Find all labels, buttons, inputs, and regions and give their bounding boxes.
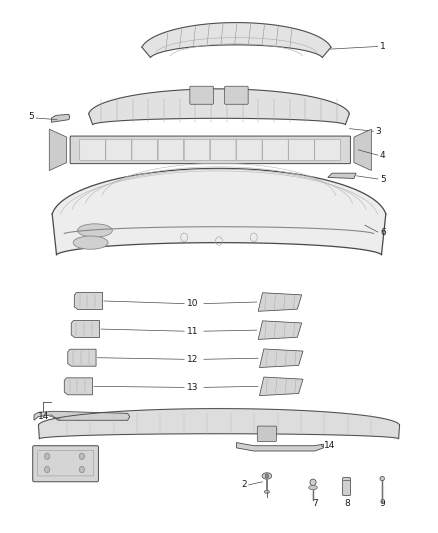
Ellipse shape — [73, 236, 108, 249]
FancyBboxPatch shape — [257, 426, 276, 441]
Text: 11: 11 — [187, 327, 199, 336]
Text: 7: 7 — [312, 499, 318, 508]
FancyBboxPatch shape — [190, 86, 213, 104]
Text: 5: 5 — [380, 174, 386, 183]
Ellipse shape — [262, 473, 272, 479]
Polygon shape — [68, 349, 96, 366]
FancyBboxPatch shape — [132, 139, 158, 160]
Polygon shape — [39, 409, 399, 439]
Polygon shape — [142, 22, 331, 58]
Text: 14: 14 — [323, 441, 335, 450]
FancyBboxPatch shape — [289, 139, 314, 160]
Ellipse shape — [78, 224, 113, 237]
Polygon shape — [34, 411, 130, 420]
FancyBboxPatch shape — [80, 139, 106, 160]
Polygon shape — [51, 114, 70, 122]
Circle shape — [45, 453, 49, 459]
Polygon shape — [64, 378, 92, 395]
Text: 1: 1 — [380, 42, 386, 51]
FancyBboxPatch shape — [225, 86, 248, 104]
Polygon shape — [88, 89, 350, 125]
Circle shape — [45, 466, 49, 473]
Text: 4: 4 — [380, 151, 385, 160]
Ellipse shape — [309, 486, 318, 490]
Ellipse shape — [380, 477, 385, 481]
Text: 12: 12 — [187, 355, 198, 364]
Text: 2: 2 — [242, 480, 247, 489]
Circle shape — [265, 474, 268, 478]
FancyBboxPatch shape — [106, 139, 131, 160]
Polygon shape — [259, 377, 303, 395]
Text: 8: 8 — [345, 499, 350, 508]
Text: 5: 5 — [28, 112, 34, 122]
FancyBboxPatch shape — [210, 139, 236, 160]
Polygon shape — [49, 129, 67, 171]
Polygon shape — [52, 168, 386, 255]
FancyBboxPatch shape — [262, 139, 288, 160]
Text: 6: 6 — [380, 228, 386, 237]
FancyBboxPatch shape — [33, 446, 99, 482]
Text: 14: 14 — [38, 411, 49, 421]
FancyBboxPatch shape — [70, 136, 350, 164]
Circle shape — [79, 466, 85, 473]
Polygon shape — [258, 321, 302, 340]
Polygon shape — [354, 129, 371, 171]
FancyBboxPatch shape — [315, 139, 340, 160]
Polygon shape — [259, 349, 303, 368]
Polygon shape — [258, 293, 302, 311]
FancyBboxPatch shape — [343, 478, 350, 496]
Ellipse shape — [264, 490, 269, 494]
Text: 13: 13 — [187, 383, 199, 392]
Polygon shape — [328, 173, 356, 179]
Text: 3: 3 — [376, 127, 381, 136]
Ellipse shape — [310, 479, 316, 486]
Text: 9: 9 — [379, 499, 385, 508]
Text: 15: 15 — [87, 467, 99, 476]
FancyBboxPatch shape — [158, 139, 184, 160]
FancyBboxPatch shape — [184, 139, 210, 160]
Circle shape — [79, 453, 85, 459]
Text: 10: 10 — [187, 299, 199, 308]
Polygon shape — [71, 320, 99, 337]
Polygon shape — [74, 293, 102, 310]
FancyBboxPatch shape — [237, 139, 262, 160]
Polygon shape — [237, 442, 323, 451]
